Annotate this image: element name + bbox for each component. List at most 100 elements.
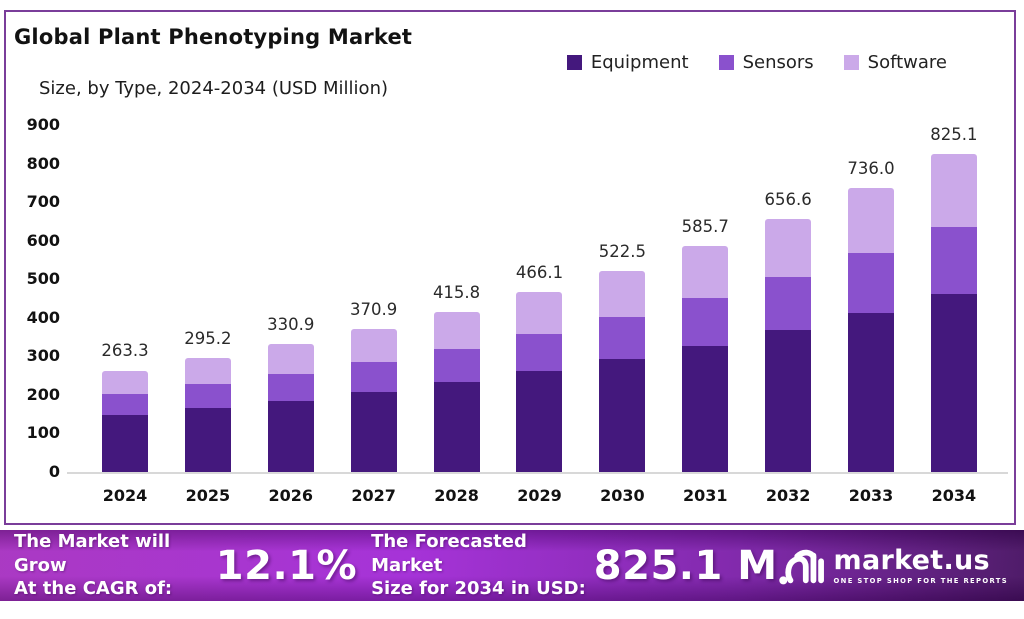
x-axis-label: 2028 [434, 486, 479, 505]
bar-2034: 825.1 2034 [930, 124, 978, 505]
x-axis-label: 2030 [600, 486, 645, 505]
x-axis-label: 2029 [517, 486, 562, 505]
bar-segment-sensors [184, 384, 231, 409]
bar-2027: 370.9 2027 [350, 125, 398, 505]
y-tick-label: 400 [26, 307, 60, 327]
bar-segment-sensors [267, 373, 314, 401]
bar-value-label: 656.6 [764, 189, 812, 209]
y-tick-label: 200 [26, 384, 60, 404]
legend-label: Sensors [742, 52, 814, 73]
bar-stack [848, 188, 895, 472]
legend-swatch-icon [843, 55, 859, 70]
brand-tagline: ONE STOP SHOP FOR THE REPORTS [833, 576, 1008, 585]
x-axis-label: 2032 [765, 486, 811, 505]
cagr-value: 12.1% [215, 542, 358, 589]
bar-value-label: 263.3 [101, 341, 149, 361]
bar-segment-equipment [267, 400, 314, 472]
bar-segment-software [930, 153, 977, 228]
legend-label: Software [867, 52, 947, 73]
y-tick-label: 900 [26, 115, 60, 134]
bar-segment-sensors [682, 298, 729, 346]
x-axis-label: 2027 [351, 486, 396, 505]
bar-value-label: 466.1 [515, 263, 564, 283]
bar-segment-software [433, 311, 480, 349]
bar-segment-equipment [765, 330, 812, 472]
bar-2031: 585.7 2031 [681, 125, 729, 505]
bar-segment-sensors [516, 333, 563, 372]
bar-2032: 656.6 2032 [764, 125, 812, 505]
bars: 263.3 2024 295.2 2025 330.9 2026 370.9 2027 415.… [101, 124, 978, 505]
bar-segment-equipment [516, 371, 563, 472]
bar-segment-software [184, 358, 231, 385]
footer-banner: The Market will Grow At the CAGR of: 12.… [0, 530, 1024, 601]
bar-segment-equipment [930, 293, 977, 472]
legend-item-equipment: Equipment [566, 52, 689, 73]
bar-segment-software [682, 246, 729, 299]
bar-segment-software [267, 344, 314, 374]
bar-value-label: 585.7 [681, 217, 729, 237]
bar-stack [102, 370, 148, 472]
bar-stack [350, 329, 397, 472]
y-tick-label: 0 [48, 462, 60, 481]
y-tick-label: 100 [26, 423, 60, 443]
brand-text: market.us ONE STOP SHOP FOR THE REPORTS [834, 547, 1008, 585]
bar-stack [930, 153, 977, 472]
x-axis-label: 2025 [185, 486, 231, 505]
bar-segment-equipment [599, 359, 646, 472]
bar-segment-sensors [433, 348, 480, 383]
bar-2029: 466.1 2029 [515, 125, 564, 505]
market-us-logo-icon [778, 549, 824, 584]
forecast-value: 825.1 M [593, 542, 778, 589]
bar-2030: 522.5 2030 [598, 125, 646, 505]
y-tick-label: 300 [26, 346, 60, 366]
bar-segment-equipment [102, 415, 148, 472]
cagr-label-line1: The Market will Grow [14, 531, 171, 576]
bar-value-label: 522.5 [598, 241, 646, 261]
chart-subtitle: Size, by Type, 2024-2034 (USD Million) [39, 78, 388, 99]
bar-segment-sensors [930, 227, 977, 294]
x-axis-label: 2031 [682, 486, 728, 505]
legend-label: Equipment [590, 52, 689, 73]
y-tick-label: 500 [26, 269, 60, 289]
bar-value-label: 415.8 [432, 282, 481, 302]
x-axis-label: 2033 [848, 486, 894, 505]
bar-stack [599, 270, 646, 472]
forecast-label-line1: The Forecasted Market [371, 531, 527, 576]
brand-name: market.us [833, 544, 990, 576]
bar-stack [184, 358, 231, 472]
bar-segment-software [516, 292, 563, 334]
y-tick-label: 600 [26, 230, 60, 250]
bar-value-label: 370.9 [350, 300, 398, 319]
bar-segment-sensors [350, 361, 397, 392]
bar-stack [267, 344, 314, 472]
bar-2025: 295.2 2025 [184, 125, 232, 505]
forecast-label-line2: Size for 2034 in USD: [371, 578, 586, 600]
bar-segment-software [102, 370, 148, 394]
bar-segment-software [848, 188, 895, 254]
bar-segment-sensors [102, 393, 148, 416]
bar-segment-software [765, 218, 812, 278]
legend-item-software: Software [843, 52, 947, 73]
x-axis-label: 2026 [268, 486, 314, 505]
bar-value-label: 825.1 [930, 124, 978, 144]
bar-2033: 736.0 2033 [847, 125, 895, 505]
bar-segment-equipment [682, 345, 729, 472]
bar-segment-equipment [184, 408, 231, 472]
bar-stack [433, 311, 480, 472]
x-axis-label: 2034 [931, 486, 977, 505]
page-title: Global Plant Phenotyping Market [14, 25, 413, 49]
bar-value-label: 330.9 [267, 315, 315, 335]
bar-2024: 263.3 2024 [101, 125, 149, 505]
x-axis-label: 2024 [102, 486, 148, 505]
bar-stack [765, 218, 812, 472]
forecast-label: The Forecasted Market Size for 2034 in U… [371, 530, 588, 600]
y-axis-labels: 0 100 200 300 400 500 600 700 800 900 [12, 115, 60, 481]
legend-item-sensors: Sensors [718, 52, 814, 73]
y-tick-label: 700 [26, 192, 60, 212]
legend: Equipment Sensors Software [566, 52, 947, 73]
y-tick-label: 800 [26, 153, 60, 173]
bar-2028: 415.8 2028 [432, 125, 481, 505]
bar-stack [682, 246, 729, 472]
bar-value-label: 295.2 [184, 329, 232, 349]
